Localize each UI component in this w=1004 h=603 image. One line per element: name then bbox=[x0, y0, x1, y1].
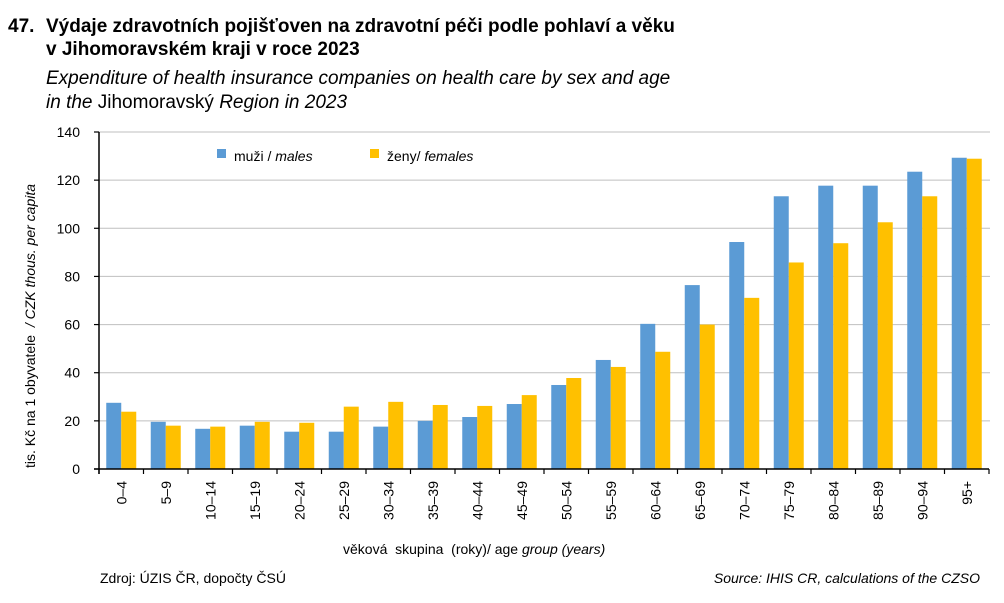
figure-number: 47. bbox=[8, 16, 35, 37]
bar-males-10–14 bbox=[195, 428, 211, 469]
x-axis-label-cz: věková skupina (roky) bbox=[343, 541, 487, 557]
x-tick-label: 45–49 bbox=[514, 481, 530, 520]
x-tick-label: 85–89 bbox=[870, 481, 886, 520]
bar-males-75–79 bbox=[773, 196, 789, 469]
subtitle-post: Region in 2023 bbox=[213, 92, 348, 113]
bar-females-85–89 bbox=[877, 222, 893, 469]
bar-females-55–59 bbox=[610, 366, 626, 469]
x-tick-label: 5–9 bbox=[158, 481, 174, 505]
bar-males-85–89 bbox=[862, 185, 878, 469]
bar-males-5–9 bbox=[150, 421, 166, 469]
bar-females-90–94 bbox=[922, 196, 938, 469]
y-tick-label: 80 bbox=[64, 268, 80, 284]
bar-males-45–49 bbox=[506, 404, 522, 469]
source-en: Source: IHIS CR, calculations of the CZS… bbox=[713, 570, 980, 586]
x-axis-label-en-a: age bbox=[494, 541, 522, 557]
bar-females-5–9 bbox=[165, 425, 181, 469]
x-tick-label: 40–44 bbox=[469, 481, 485, 520]
x-tick-label: 65–69 bbox=[692, 481, 708, 520]
chart-title-en: Expenditure of health insurance companie… bbox=[46, 67, 670, 115]
bar-females-80–84 bbox=[833, 243, 849, 469]
x-tick-label: 60–64 bbox=[647, 481, 663, 520]
source-cz: Zdroj: ÚZIS ČR, dopočty ČSÚ bbox=[100, 570, 286, 586]
bar-females-15–19 bbox=[254, 421, 270, 469]
bar-females-95+ bbox=[966, 158, 982, 469]
x-tick-label: 30–34 bbox=[380, 481, 396, 520]
bars bbox=[106, 157, 982, 470]
x-tick-label: 15–19 bbox=[247, 481, 263, 520]
bar-females-40–44 bbox=[477, 405, 493, 469]
bar-females-50–54 bbox=[566, 378, 582, 469]
bar-males-70–74 bbox=[729, 242, 745, 469]
bar-males-35–39 bbox=[417, 420, 433, 469]
subtitle-region: Jihomoravský bbox=[97, 92, 214, 113]
y-tick-label: 100 bbox=[57, 220, 81, 236]
bar-males-65–69 bbox=[684, 285, 700, 469]
bar-males-50–54 bbox=[551, 384, 567, 469]
bar-females-45–49 bbox=[521, 395, 537, 469]
subtitle-pre: in the bbox=[46, 92, 98, 113]
y-tick-label: 0 bbox=[72, 461, 80, 477]
bar-females-75–79 bbox=[788, 262, 804, 469]
bar-males-95+ bbox=[951, 157, 967, 470]
x-tick-label: 25–29 bbox=[336, 481, 352, 520]
title-line-2: v Jihomoravském kraji v roce 2023 bbox=[46, 39, 360, 60]
axes bbox=[94, 131, 990, 474]
x-tick-label: 55–59 bbox=[603, 481, 619, 520]
legend: muži / males ženy/ females bbox=[217, 148, 473, 164]
gridlines bbox=[99, 131, 990, 422]
bar-females-20–24 bbox=[299, 422, 315, 469]
bar-males-55–59 bbox=[595, 359, 611, 469]
bar-females-65–69 bbox=[699, 324, 715, 469]
legend-swatch-females bbox=[370, 149, 379, 158]
y-tick-label: 120 bbox=[57, 172, 81, 188]
legend-label-males: muži / males bbox=[234, 148, 313, 164]
legend-label-females: ženy/ females bbox=[387, 148, 473, 164]
subtitle-line-2: in the Jihomoravský Region in 2023 bbox=[46, 91, 670, 115]
x-tick-label: 20–24 bbox=[291, 481, 307, 520]
y-tick-label: 140 bbox=[57, 124, 81, 140]
bar-males-40–44 bbox=[462, 417, 478, 469]
bar-females-35–39 bbox=[432, 404, 448, 469]
bar-females-70–74 bbox=[744, 297, 760, 469]
bar-males-80–84 bbox=[818, 185, 834, 469]
y-tick-label: 40 bbox=[64, 365, 80, 381]
bar-males-20–24 bbox=[284, 431, 300, 469]
subtitle-line-1: Expenditure of health insurance companie… bbox=[46, 68, 671, 89]
x-tick-label: 50–54 bbox=[558, 481, 574, 520]
bar-females-60–64 bbox=[655, 351, 671, 469]
x-tick-label: 10–14 bbox=[202, 481, 218, 520]
title-line-1: Výdaje zdravotních pojišťoven na zdravot… bbox=[46, 16, 675, 37]
bar-males-15–19 bbox=[239, 425, 255, 469]
x-tick-labels: 0–4 5–9 10–14 15–19 20–24 25–29 30–34 35–39 40–4… bbox=[113, 481, 975, 520]
bar-males-25–29 bbox=[328, 431, 344, 469]
bar-females-25–29 bbox=[343, 406, 359, 469]
bar-females-10–14 bbox=[210, 426, 226, 469]
bar-males-30–34 bbox=[373, 426, 389, 469]
bar-males-0–4 bbox=[106, 402, 122, 469]
bar-females-0–4 bbox=[121, 411, 137, 469]
y-axis-label-en: / CZK thous. per capita bbox=[22, 183, 38, 328]
x-tick-label: 0–4 bbox=[113, 481, 129, 505]
y-tick-label: 60 bbox=[64, 317, 80, 333]
bar-females-30–34 bbox=[388, 401, 404, 469]
x-axis-label-sep: / bbox=[486, 541, 495, 557]
x-tick-label: 95+ bbox=[959, 481, 975, 505]
bar-males-90–94 bbox=[907, 171, 923, 470]
x-tick-label: 35–39 bbox=[425, 481, 441, 520]
y-axis-label-cz: tis. Kč na 1 obyvatele bbox=[22, 334, 38, 468]
x-tick-label: 90–94 bbox=[914, 481, 930, 520]
y-tick-labels: 0 20 40 60 80 100 120 140 bbox=[57, 124, 81, 477]
x-tick-label: 70–74 bbox=[736, 481, 752, 520]
x-tick-label: 80–84 bbox=[825, 481, 841, 520]
chart-title-cz: 47. Výdaje zdravotních pojišťoven na zdra… bbox=[8, 15, 675, 61]
bar-males-60–64 bbox=[640, 323, 656, 469]
x-axis-label-en-b: group (years) bbox=[521, 541, 606, 557]
y-tick-label: 20 bbox=[64, 413, 80, 429]
y-axis-label: tis. Kč na 1 obyvatele / CZK thous. per … bbox=[22, 184, 38, 468]
x-tick-label: 75–79 bbox=[781, 481, 797, 520]
legend-swatch-males bbox=[217, 149, 226, 158]
